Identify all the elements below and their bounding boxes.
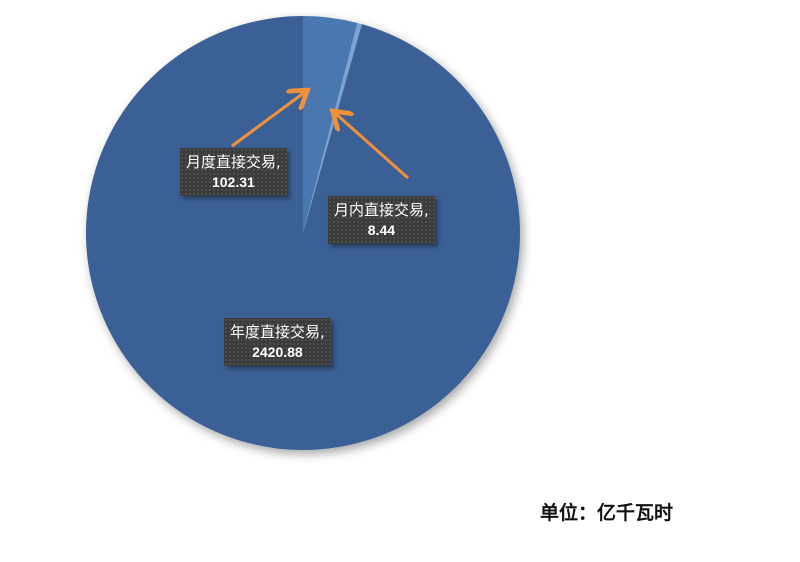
leader-arrow-1 [335,113,409,180]
label-value: 2420.88 [252,344,303,360]
label-name: 月内直接交易 [334,201,425,219]
data-label-monthly: 月度直接交易, 102.31 [180,148,287,196]
leader-arrow-0 [231,92,305,148]
pie-slice-2 [85,16,520,450]
label-value: 102.31 [211,174,255,190]
unit-label: 单位：亿千瓦时 [540,502,674,524]
data-label-annual: 年度直接交易, 2420.88 [224,318,331,366]
label-name: 月度直接交易 [186,153,277,171]
label-name: 年度直接交易 [230,323,321,341]
data-label-intramonth: 月内直接交易, 8.44 [328,196,435,244]
label-value: 8.44 [367,222,396,238]
